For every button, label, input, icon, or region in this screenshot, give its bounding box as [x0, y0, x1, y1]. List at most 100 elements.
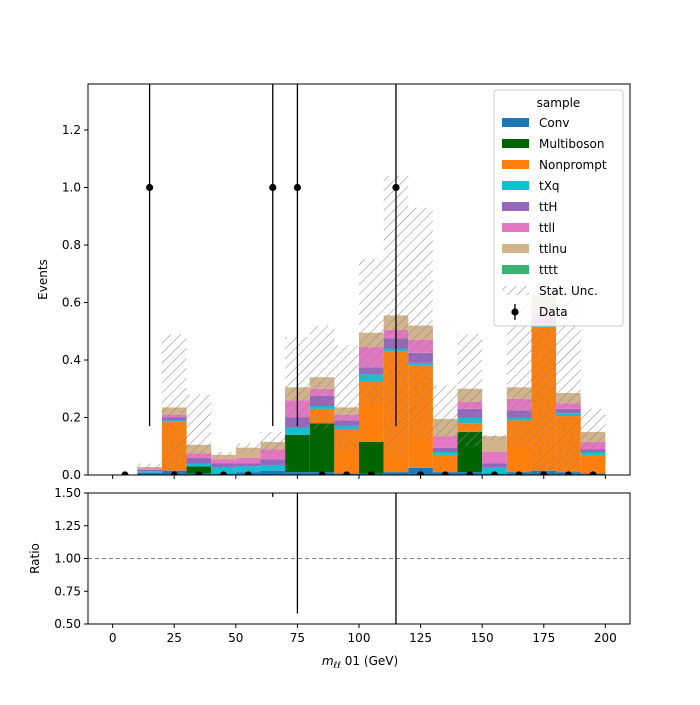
- stat-unc-hatch: [309, 325, 335, 429]
- stat-unc-hatch: [359, 259, 384, 404]
- bar-txq: [137, 471, 162, 473]
- ratio-y-ticks: 0.50 0.75 1.00 1.25 1.50: [54, 486, 88, 631]
- bar-multiboson: [359, 441, 384, 474]
- legend-label: tttt: [539, 263, 558, 277]
- bar-txq: [260, 464, 286, 471]
- legend-label: ttH: [539, 200, 557, 214]
- main-y-ticks: 0.0 0.2 0.4 0.6 0.8 1.0 1.2: [62, 123, 88, 482]
- data-point: [219, 471, 228, 475]
- stat-unc-hatch: [260, 431, 286, 455]
- data-point: [466, 471, 474, 475]
- data-point: [416, 471, 425, 475]
- bar-conv: [383, 472, 409, 475]
- stat-unc-hatch: [408, 207, 433, 438]
- x-axis-label: mℓℓ 01 (GeV): [322, 654, 398, 671]
- bar-tth: [137, 469, 162, 472]
- data-point: [589, 471, 597, 475]
- bar-nonprompt: [432, 454, 458, 473]
- x-tick-label: 200: [594, 631, 617, 645]
- legend-label: Conv: [539, 116, 569, 130]
- legend-label: tXq: [539, 179, 560, 193]
- bar-txq: [482, 467, 507, 474]
- data-point: [540, 471, 548, 475]
- data-point: [293, 183, 302, 192]
- bar-nonprompt: [580, 454, 606, 474]
- y-tick-label: 1.25: [54, 519, 81, 533]
- legend-swatch: [502, 139, 529, 148]
- data-point: [195, 471, 203, 475]
- legend-entry-conv: Conv: [502, 116, 569, 130]
- legend-swatch: [502, 265, 529, 274]
- ratio-x-ticks: 0 25 50 75 100 125 150 175 200: [109, 624, 617, 645]
- data-point: [343, 471, 351, 475]
- stat-unc-hatch: [457, 334, 483, 447]
- legend: sample Conv Multiboson Nonprompt tXq ttH ttll t…: [493, 89, 624, 327]
- bar-multiboson: [285, 434, 310, 473]
- stat-unc-hatch: [432, 385, 458, 438]
- bar-ttll: [211, 459, 236, 464]
- data-point: [367, 471, 375, 475]
- y-tick-label: 0.6: [62, 296, 81, 310]
- legend-entry-multiboson: Multiboson: [502, 137, 605, 151]
- bar-ttll: [432, 436, 458, 448]
- data-point: [392, 183, 400, 192]
- bar-conv: [260, 470, 286, 475]
- data-point: [170, 471, 178, 475]
- y-tick-label: 0.75: [54, 584, 81, 598]
- bar-tth: [260, 459, 286, 465]
- bar-ttlnu: [235, 447, 261, 458]
- legend-swatch: [502, 181, 529, 190]
- stat-unc-hatch: [482, 434, 507, 441]
- bar-multiboson: [186, 466, 212, 474]
- stat-unc-hatch: [334, 345, 359, 452]
- legend-swatch: [502, 223, 529, 232]
- legend-entry-tttt: tttt: [502, 263, 558, 277]
- data-point: [244, 471, 252, 475]
- x-tick-label: 150: [471, 631, 494, 645]
- bar-tth: [235, 463, 261, 467]
- legend-label: Data: [539, 305, 568, 319]
- stat-unc-hatch: [137, 463, 162, 470]
- data-point: [564, 471, 573, 475]
- y-axis-label: Events: [36, 259, 50, 300]
- bar-multiboson: [309, 423, 335, 473]
- legend-swatch: [502, 118, 529, 127]
- data-points: [121, 84, 597, 475]
- bar-txq: [186, 463, 212, 467]
- data-point: [318, 471, 326, 475]
- y-tick-label: 1.2: [62, 123, 81, 137]
- data-point: [269, 183, 277, 192]
- x-tick-label: 125: [409, 631, 432, 645]
- y-tick-label: 0.0: [62, 468, 81, 482]
- data-point: [441, 471, 449, 475]
- y-tick-label: 1.0: [62, 181, 81, 195]
- legend-marker: [511, 308, 519, 316]
- legend-entry-stat-unc: Stat. Unc.: [502, 284, 598, 298]
- x-tick-label: 0: [109, 631, 117, 645]
- stat-unc-hatch: [580, 408, 606, 455]
- legend-entry-nonprompt: Nonprompt: [502, 158, 607, 172]
- y-tick-label: 0.2: [62, 411, 81, 425]
- bar-txq: [211, 467, 236, 474]
- legend-title: sample: [537, 96, 581, 110]
- bar-tth: [482, 463, 507, 468]
- ratio-errorbars: [272, 493, 397, 624]
- series-multiboson: [186, 423, 483, 474]
- legend-entry-ttlnu: ttlnu: [502, 242, 567, 256]
- data-point: [121, 471, 129, 475]
- stat-unc-hatch: [186, 394, 212, 461]
- legend-swatch: [502, 244, 529, 253]
- y-tick-label: 1.50: [54, 486, 81, 500]
- x-tick-label: 50: [228, 631, 243, 645]
- legend-label: Stat. Unc.: [539, 284, 598, 298]
- bar-conv: [285, 472, 310, 475]
- y-tick-label: 0.8: [62, 238, 81, 252]
- y-tick-label: 0.50: [54, 617, 81, 631]
- legend-entry-data: Data: [511, 304, 568, 320]
- ratio-plot: 0.50 0.75 1.00 1.25 1.50 0 25 50 75 100 125 150 175 2…: [28, 486, 631, 645]
- legend-label: Nonprompt: [539, 158, 607, 172]
- x-tick-label: 75: [290, 631, 305, 645]
- y-tick-label: 0.4: [62, 353, 81, 367]
